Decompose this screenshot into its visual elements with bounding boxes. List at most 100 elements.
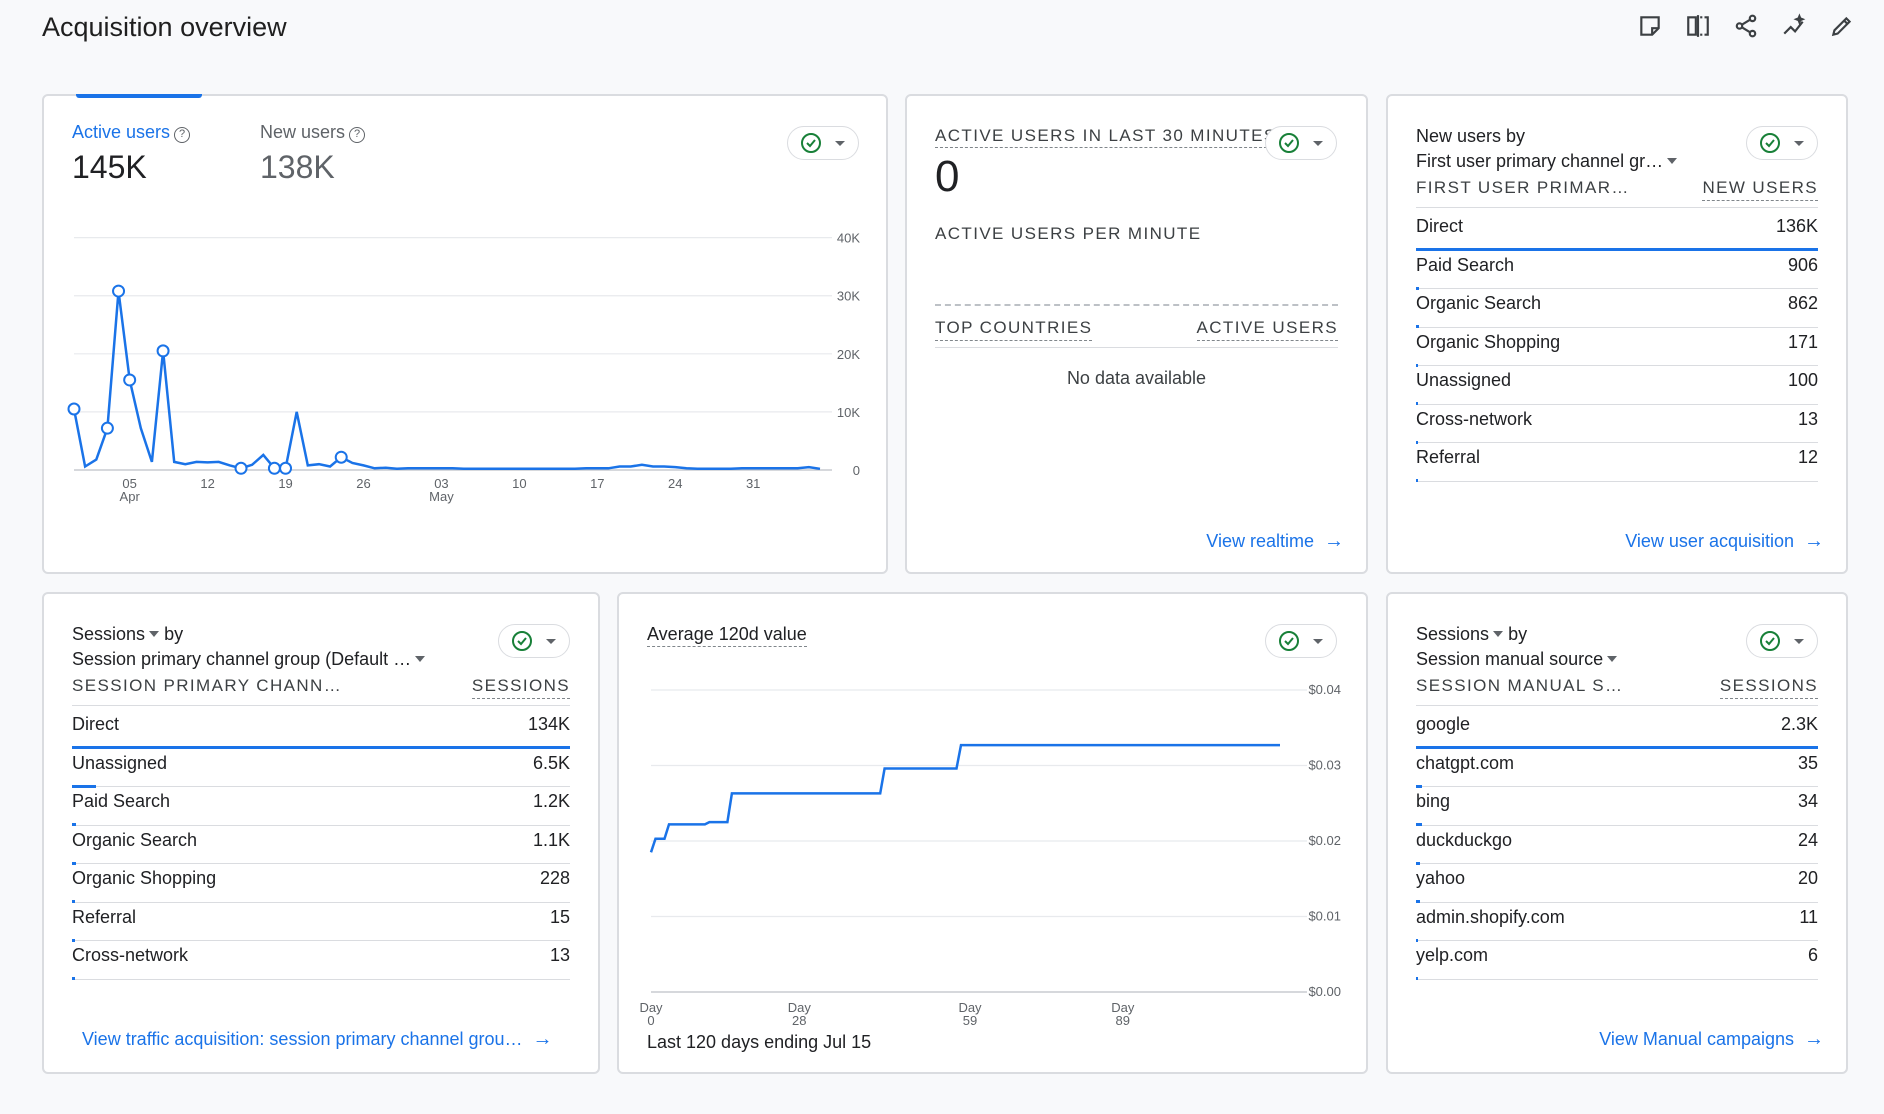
- row-share-bar: [1416, 440, 1419, 444]
- new-users-by-channel-card: New users by First user primary channel …: [1386, 94, 1848, 574]
- metric-selector[interactable]: Sessions: [1416, 624, 1504, 644]
- new-users-value: 138K: [260, 149, 335, 185]
- chart-title-text[interactable]: Average 120d value: [647, 624, 807, 647]
- dimension-label: Session primary channel group (Default …: [72, 649, 412, 669]
- table-row[interactable]: Direct 136K: [1416, 212, 1818, 251]
- data-point: [334, 450, 348, 464]
- x-tick-label: 31: [746, 476, 760, 491]
- row-share-bar: [1416, 823, 1423, 826]
- y-tick-label: 40K: [837, 231, 860, 246]
- row-label: Referral: [1416, 447, 1481, 467]
- compare-check-button[interactable]: [1746, 624, 1818, 658]
- view-user-acquisition-link[interactable]: View user acquisition →: [1625, 530, 1824, 553]
- row-value: 100: [1787, 370, 1818, 390]
- table-row[interactable]: Organic Shopping 228: [72, 864, 570, 903]
- table-row[interactable]: Referral 15: [72, 903, 570, 942]
- row-value: 171: [1787, 331, 1818, 352]
- table-row[interactable]: duckduckgo 24: [1416, 826, 1818, 865]
- view-traffic-acquisition-link[interactable]: View traffic acquisition: session primar…: [82, 1028, 553, 1051]
- caret-down-icon: [149, 631, 160, 637]
- dimension-selector[interactable]: Session primary channel group (Default …: [72, 649, 426, 670]
- y-tick-label: $0.01: [1308, 909, 1341, 924]
- note-icon[interactable]: [1636, 10, 1664, 42]
- metric-selector[interactable]: Sessions: [72, 624, 160, 644]
- row-share-bar: [72, 900, 75, 903]
- row-label: Paid Search: [72, 791, 171, 811]
- col-dimension: SESSION PRIMARY CHANN…: [72, 676, 343, 695]
- table-row[interactable]: Referral 12: [1416, 443, 1818, 482]
- table-row[interactable]: yahoo 20: [1416, 864, 1818, 903]
- chart-footer: Last 120 days ending Jul 15: [647, 1032, 872, 1052]
- col-metric[interactable]: SESSIONS: [1719, 676, 1818, 699]
- compare-check-button[interactable]: [1265, 624, 1337, 658]
- table-row[interactable]: admin.shopify.com 11: [1416, 903, 1818, 942]
- table-row[interactable]: Organic Search 1.1K: [72, 826, 570, 865]
- row-label: Cross-network: [1416, 408, 1533, 429]
- caret-down-icon: [1794, 638, 1804, 644]
- compare-check-button[interactable]: [787, 126, 859, 160]
- insights-icon[interactable]: [1780, 10, 1808, 42]
- compare-check-button[interactable]: [498, 624, 570, 658]
- x-tick-label: 12: [200, 476, 214, 491]
- compare-icon[interactable]: [1684, 10, 1712, 42]
- row-label: Direct: [1416, 216, 1464, 236]
- row-value: 134K: [527, 714, 570, 734]
- x-tick-label: 0: [647, 1013, 654, 1028]
- table-row[interactable]: bing 34: [1416, 787, 1818, 826]
- tab-active-users[interactable]: Active users? 145K: [72, 122, 191, 186]
- table-row[interactable]: Organic Shopping 171: [1416, 328, 1818, 367]
- data-point: [156, 344, 170, 358]
- y-tick-label: 20K: [837, 347, 860, 362]
- tab-new-users[interactable]: New users? 138K: [260, 122, 366, 186]
- x-tick-label: Day: [639, 1000, 663, 1015]
- view-traffic-acquisition-label: View traffic acquisition: session primar…: [82, 1029, 523, 1049]
- card-title: Sessions by Session manual source: [1416, 624, 1618, 670]
- row-value: 136K: [1775, 216, 1818, 236]
- dimension-selector[interactable]: First user primary channel gr…: [1416, 151, 1678, 172]
- table-row[interactable]: Cross-network 13: [72, 941, 570, 980]
- table-row[interactable]: yelp.com 6: [1416, 941, 1818, 980]
- share-icon[interactable]: [1732, 10, 1760, 42]
- table-row[interactable]: Paid Search 1.2K: [72, 787, 570, 826]
- table-row[interactable]: Unassigned 6.5K: [72, 749, 570, 788]
- table-body: google 2.3K chatgpt.com 35 bing 34 duckduckgo 2…: [1416, 710, 1818, 980]
- view-realtime-link[interactable]: View realtime →: [1206, 530, 1344, 553]
- check-circle-icon: [1760, 631, 1780, 651]
- help-icon[interactable]: ?: [349, 127, 366, 143]
- col-active-users[interactable]: ACTIVE USERS: [1196, 318, 1338, 341]
- realtime-title: ACTIVE USERS IN LAST 30 MINUTES: [935, 126, 1277, 148]
- caret-down-icon: [835, 140, 845, 146]
- row-share-bar: [1416, 325, 1419, 328]
- table-row[interactable]: Unassigned 100: [1416, 366, 1818, 405]
- row-share-bar: [72, 746, 570, 749]
- dimension-selector[interactable]: Session manual source: [1416, 649, 1618, 670]
- arrow-right-icon: →: [532, 1028, 553, 1050]
- active-users-line: [72, 290, 821, 471]
- table-row[interactable]: Direct 134K: [72, 710, 570, 749]
- x-tick-label: 89: [1116, 1013, 1130, 1028]
- compare-check-button[interactable]: [1746, 126, 1818, 160]
- view-manual-campaigns-link[interactable]: View Manual campaigns →: [1599, 1028, 1824, 1051]
- arrow-right-icon: →: [1804, 530, 1824, 552]
- average-value-line: [649, 743, 1280, 853]
- table-row[interactable]: chatgpt.com 35: [1416, 749, 1818, 788]
- sessions-by-source-card: Sessions by Session manual source SESSIO…: [1386, 592, 1848, 1074]
- toolbar: [1636, 10, 1856, 42]
- row-value: 6.5K: [532, 752, 570, 773]
- col-top-countries[interactable]: TOP COUNTRIES: [935, 318, 1093, 341]
- compare-check-button[interactable]: [1265, 126, 1337, 160]
- x-tick-label: 59: [963, 1013, 977, 1028]
- col-metric[interactable]: SESSIONS: [471, 676, 570, 699]
- help-icon[interactable]: ?: [174, 127, 191, 143]
- x-tick-label: 03: [434, 476, 448, 491]
- table-row[interactable]: Paid Search 906: [1416, 251, 1818, 290]
- table-row[interactable]: google 2.3K: [1416, 710, 1818, 749]
- caret-down-icon: [1667, 158, 1678, 164]
- table-row[interactable]: Cross-network 13: [1416, 405, 1818, 444]
- data-point: [267, 461, 281, 475]
- x-tick-label: 24: [668, 476, 682, 491]
- metric-label: Sessions: [72, 624, 146, 644]
- table-row[interactable]: Organic Search 862: [1416, 289, 1818, 328]
- edit-icon[interactable]: [1828, 10, 1856, 42]
- col-metric[interactable]: NEW USERS: [1702, 178, 1818, 201]
